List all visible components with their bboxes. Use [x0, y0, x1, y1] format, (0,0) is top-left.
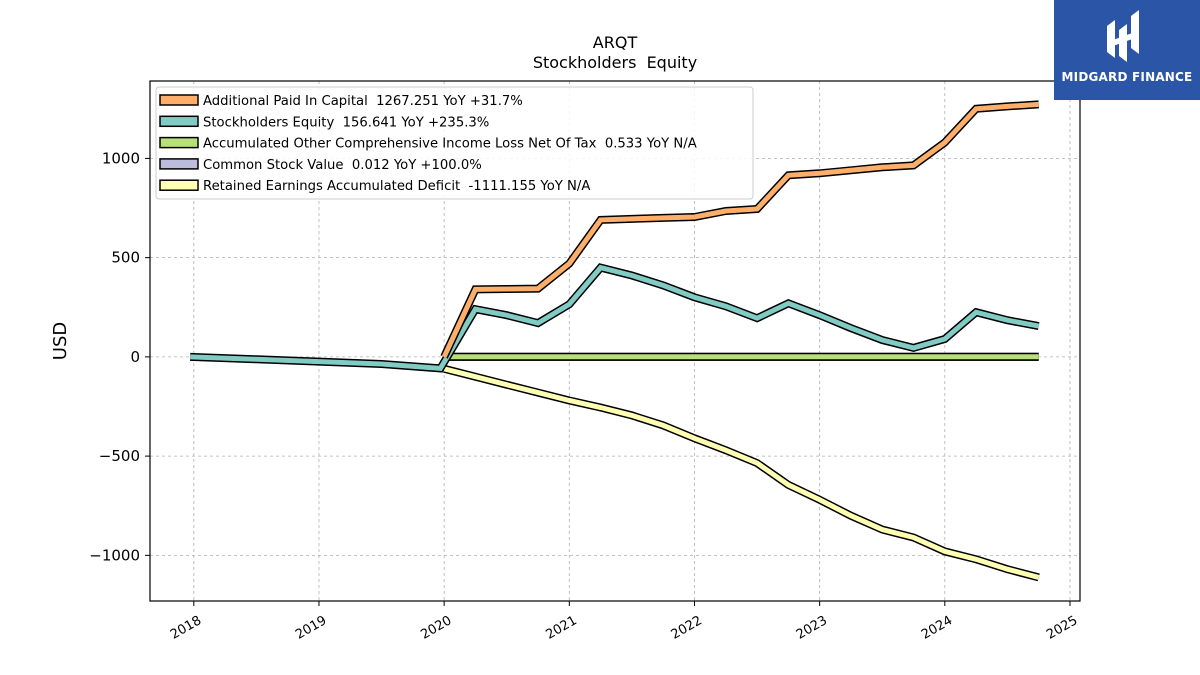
brand-name: MIDGARD FINANCE: [1061, 70, 1193, 84]
chart-title: ARQT: [593, 33, 638, 52]
series-lines: [189, 100, 1040, 582]
series-line: [443, 366, 1040, 580]
y-tick-label: −500: [99, 447, 140, 465]
y-tick-label: 0: [130, 348, 140, 366]
series-line: [190, 264, 1040, 372]
x-tick-label: 2020: [418, 613, 454, 643]
series-outline: [443, 364, 1040, 582]
legend-label: Stockholders Equity 156.641 YoY +235.3%: [203, 115, 489, 130]
x-tick-label: 2018: [168, 613, 204, 643]
axes: 2018 2019 2020 2021 2022 2023 2024 2025 1000 500 0…: [89, 149, 1080, 642]
x-tick-label: 2022: [669, 613, 705, 643]
legend-box: [155, 86, 754, 200]
y-tick-label: −1000: [89, 546, 140, 564]
plot-frame: [149, 80, 1081, 602]
x-tick-label: 2019: [293, 613, 329, 643]
legend: Additional Paid In Capital 1267.251 YoY …: [155, 86, 754, 200]
legend-swatch: [159, 136, 199, 149]
legend-swatch: [159, 158, 199, 170]
midgard-logo-icon: [1107, 10, 1139, 62]
legend-swatch: [159, 94, 199, 106]
y-tick-label: 500: [111, 249, 140, 267]
legend-swatch: [159, 115, 199, 128]
legend-label: Accumulated Other Comprehensive Income L…: [203, 137, 697, 152]
legend-label: Additional Paid In Capital 1267.251 YoY …: [203, 94, 523, 109]
x-tick-label: 2025: [1044, 613, 1080, 643]
brand-logo: MIDGARD FINANCE: [1054, 0, 1200, 100]
y-axis-label: USD: [50, 322, 71, 360]
x-tick-label: 2021: [543, 613, 579, 643]
series-line: [441, 101, 1039, 358]
legend-label: Common Stock Value 0.012 YoY +100.0%: [203, 158, 482, 173]
chart-subtitle: Stockholders Equity: [533, 53, 697, 72]
x-tick-label: 2023: [794, 613, 830, 643]
x-tick-label: 2024: [919, 613, 955, 643]
legend-swatch: [159, 179, 199, 191]
y-tick-label: 1000: [102, 149, 140, 167]
legend-label: Retained Earnings Accumulated Deficit -1…: [203, 179, 590, 194]
